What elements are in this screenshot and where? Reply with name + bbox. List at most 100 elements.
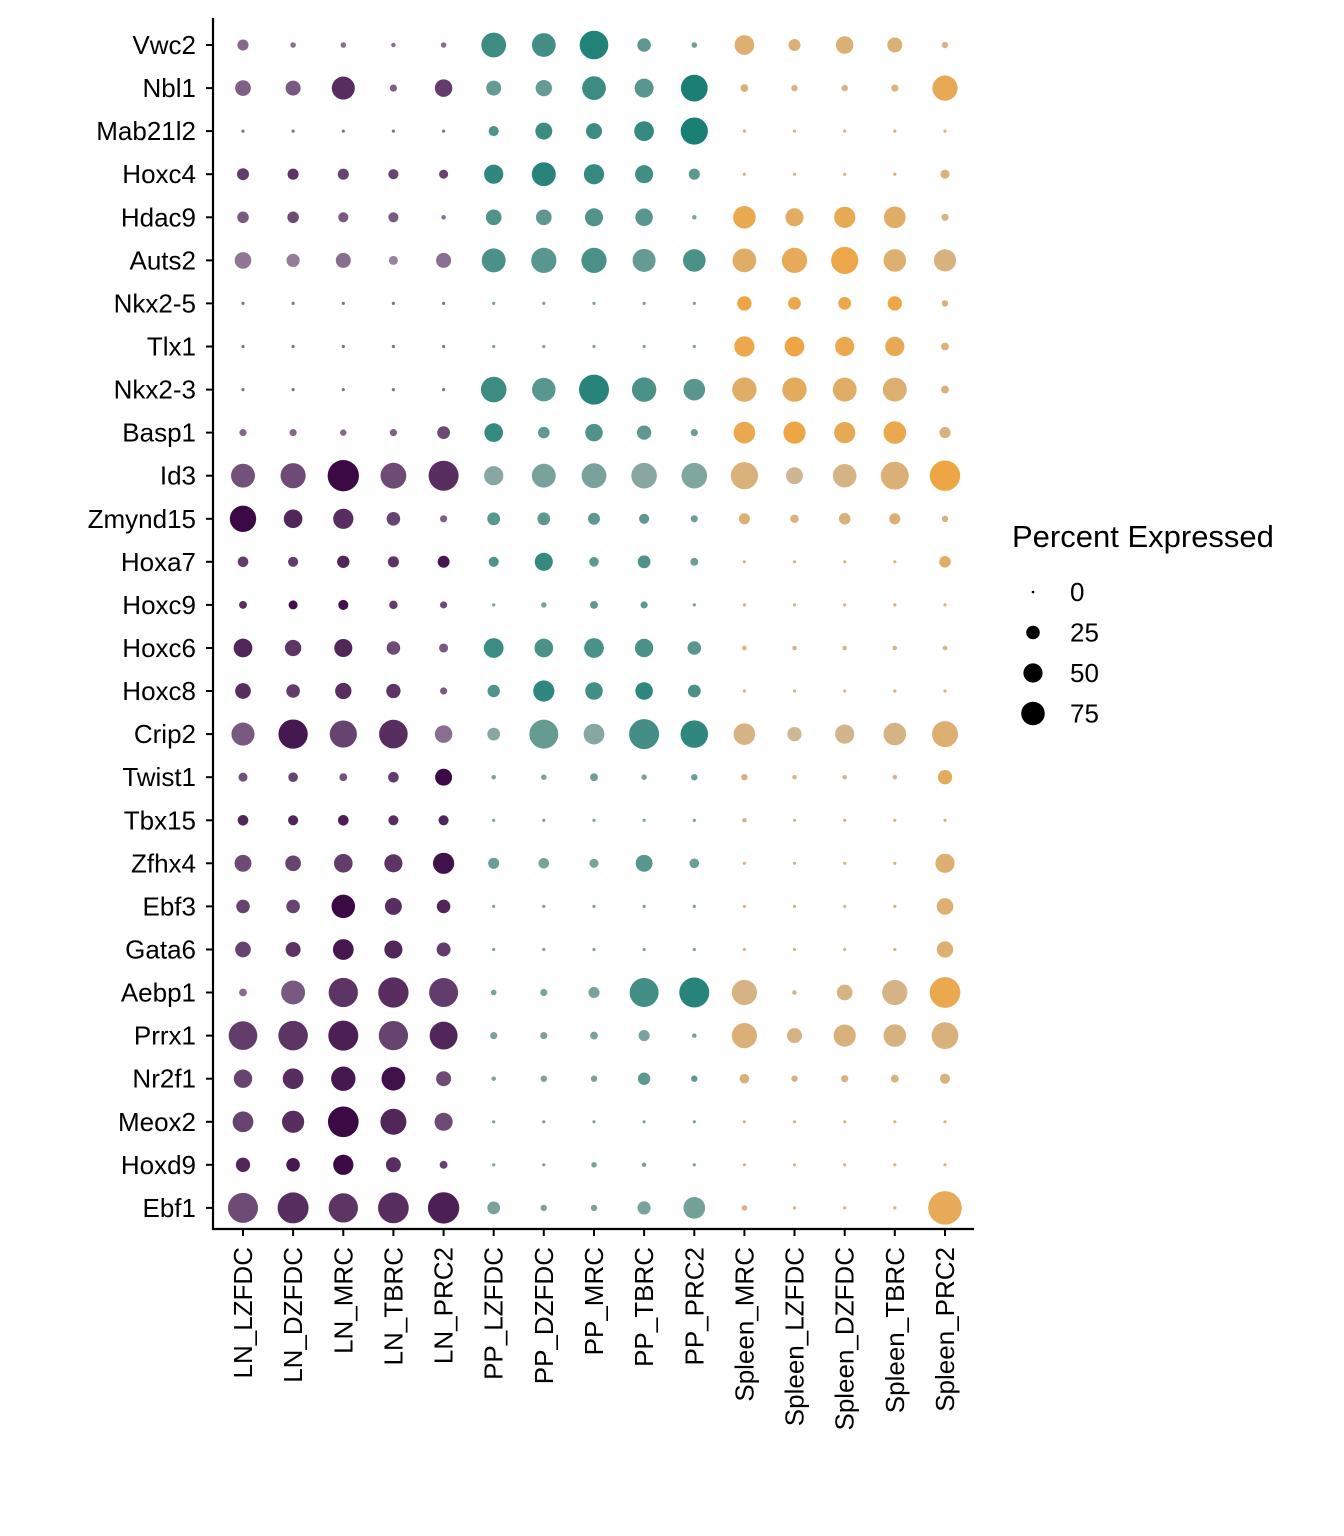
dot-Ebf3-Spleen_LZFDC (792, 904, 797, 909)
dot-Nkx2-5-Spleen_PRC2 (941, 300, 949, 307)
cell-label-Spleen_TBRC: Spleen_TBRC (880, 1247, 910, 1413)
dot-Nkx2-5-Spleen_DZFDC (838, 297, 852, 310)
dot-Mab21l2-LN_MRC (341, 129, 345, 133)
dot-Crip2-LN_DZFDC (278, 719, 308, 749)
dot-Nkx2-3-PP_LZFDC (480, 376, 507, 403)
dot-Twist1-Spleen_TBRC (892, 774, 898, 780)
dot-Nr2f1-LN_MRC (331, 1066, 356, 1091)
dot-Auts2-Spleen_MRC (732, 248, 757, 273)
dot-Ebf1-LN_DZFDC (277, 1192, 309, 1224)
cell-label-LN_LZFDC: LN_LZFDC (228, 1247, 258, 1378)
dot-Ebf1-Spleen_PRC2 (928, 1191, 962, 1225)
gene-label-Tbx15: Tbx15 (124, 805, 196, 835)
dot-Hoxc9-PP_DZFDC (541, 602, 547, 608)
dot-Nbl1-LN_PRC2 (434, 79, 453, 97)
dot-Hoxa7-PP_PRC2 (690, 557, 699, 566)
dot-Basp1-Spleen_PRC2 (939, 427, 951, 439)
gene-label-Meox2: Meox2 (118, 1107, 196, 1137)
gene-label-Mab21l2: Mab21l2 (96, 116, 196, 146)
dot-Nkx2-3-PP_MRC (578, 374, 610, 405)
dot-Crip2-PP_TBRC (629, 719, 660, 750)
dot-Hoxd9-Spleen_MRC (742, 1163, 747, 1167)
dot-Mab21l2-Spleen_TBRC (893, 129, 897, 133)
dot-Hoxc4-LN_DZFDC (287, 168, 299, 180)
dot-Aebp1-LN_MRC (328, 977, 358, 1008)
dot-Meox2-PP_DZFDC (542, 1120, 546, 1124)
dot-Basp1-PP_DZFDC (538, 426, 550, 439)
dot-Prrx1-LN_MRC (328, 1020, 359, 1051)
dot-Hdac9-Spleen_TBRC (883, 206, 906, 229)
dot-Id3-PP_PRC2 (681, 462, 708, 489)
dot-Meox2-Spleen_TBRC (893, 1120, 897, 1124)
dot-Ebf3-LN_LZFDC (236, 899, 250, 914)
dot-Zfhx4-PP_TBRC (635, 854, 653, 872)
dot-Hoxa7-PP_MRC (589, 557, 599, 567)
cell-label-PP_MRC: PP_MRC (579, 1247, 609, 1355)
dot-Ebf1-LN_TBRC (378, 1192, 409, 1224)
gene-label-Tlx1: Tlx1 (147, 332, 196, 362)
dot-Prrx1-LN_TBRC (378, 1020, 409, 1051)
dot-Aebp1-Spleen_TBRC (882, 979, 908, 1006)
dot-Zmynd15-Spleen_DZFDC (838, 513, 851, 525)
dot-Hoxc4-Spleen_LZFDC (792, 172, 797, 176)
dot-Gata6-Spleen_MRC (742, 947, 747, 952)
cell-label-LN_TBRC: LN_TBRC (378, 1247, 408, 1365)
gene-label-Ebf3: Ebf3 (143, 891, 197, 921)
dot-Zmynd15-PP_MRC (588, 512, 600, 525)
dot-Hdac9-PP_LZFDC (485, 209, 502, 226)
dot-Nbl1-Spleen_LZFDC (791, 84, 798, 92)
dot-Hoxd9-LN_LZFDC (235, 1157, 251, 1172)
dot-Id3-LN_DZFDC (280, 463, 306, 489)
dot-Tlx1-PP_DZFDC (542, 344, 546, 349)
dot-Auts2-PP_PRC2 (682, 249, 706, 272)
dot-Aebp1-PP_TBRC (629, 978, 659, 1007)
dot-Prrx1-PP_LZFDC (490, 1032, 498, 1040)
dot-Tbx15-LN_PRC2 (438, 815, 449, 826)
dot-Nkx2-5-LN_DZFDC (291, 301, 295, 305)
dot-Mab21l2-PP_TBRC (634, 121, 654, 141)
dot-Hdac9-PP_MRC (584, 208, 604, 227)
dot-Hoxc6-Spleen_MRC (742, 645, 747, 651)
dot-Gata6-PP_DZFDC (542, 947, 546, 952)
dot-Crip2-PP_LZFDC (487, 727, 501, 741)
dot-Hoxc8-LN_DZFDC (286, 684, 300, 698)
dot-Meox2-Spleen_DZFDC (843, 1120, 847, 1124)
dot-Aebp1-PP_PRC2 (679, 977, 710, 1008)
dot-Gata6-PP_TBRC (642, 947, 646, 952)
dot-Mab21l2-Spleen_MRC (742, 129, 747, 133)
dot-Crip2-PP_DZFDC (529, 719, 559, 749)
dot-Id3-Spleen_PRC2 (929, 460, 961, 491)
dot-Aebp1-PP_LZFDC (490, 989, 497, 996)
dot-Mab21l2-Spleen_LZFDC (792, 129, 797, 133)
dot-Nkx2-5-PP_TBRC (642, 301, 646, 305)
dot-Twist1-PP_MRC (590, 773, 598, 782)
dot-Hdac9-LN_TBRC (388, 212, 399, 223)
dot-Hoxc6-Spleen_PRC2 (942, 645, 948, 651)
dot-Mab21l2-PP_DZFDC (535, 122, 553, 140)
dot-Vwc2-LN_PRC2 (440, 42, 447, 48)
dot-Gata6-Spleen_LZFDC (792, 947, 797, 952)
dot-Id3-LN_LZFDC (231, 463, 255, 488)
dot-Aebp1-LN_DZFDC (281, 980, 306, 1005)
dot-Mab21l2-LN_DZFDC (291, 129, 295, 133)
dot-Tlx1-LN_LZFDC (241, 344, 245, 349)
dot-Hoxd9-PP_MRC (591, 1162, 597, 1168)
dot-Prrx1-PP_TBRC (638, 1030, 650, 1042)
dot-Nkx2-3-Spleen_PRC2 (941, 385, 949, 394)
dot-Vwc2-PP_TBRC (637, 38, 651, 52)
dot-Basp1-Spleen_LZFDC (783, 421, 806, 444)
legend-dot-25 (1026, 625, 1040, 640)
dot-Hoxa7-LN_LZFDC (237, 556, 249, 568)
gene-label-Nr2f1: Nr2f1 (132, 1064, 196, 1094)
dot-Ebf1-PP_LZFDC (487, 1201, 501, 1215)
dot-Nr2f1-Spleen_TBRC (890, 1074, 899, 1083)
dot-Nkx2-5-LN_PRC2 (442, 301, 446, 305)
legend-dot-75 (1021, 701, 1045, 726)
gene-label-Hoxc9: Hoxc9 (122, 590, 196, 620)
gene-label-Hoxc4: Hoxc4 (122, 159, 196, 189)
dot-Nkx2-5-LN_TBRC (391, 301, 395, 305)
dot-Nr2f1-PP_MRC (590, 1075, 598, 1082)
dot-Id3-PP_DZFDC (531, 463, 556, 488)
dot-Crip2-LN_PRC2 (434, 725, 453, 743)
legend-dot-50 (1023, 663, 1043, 683)
